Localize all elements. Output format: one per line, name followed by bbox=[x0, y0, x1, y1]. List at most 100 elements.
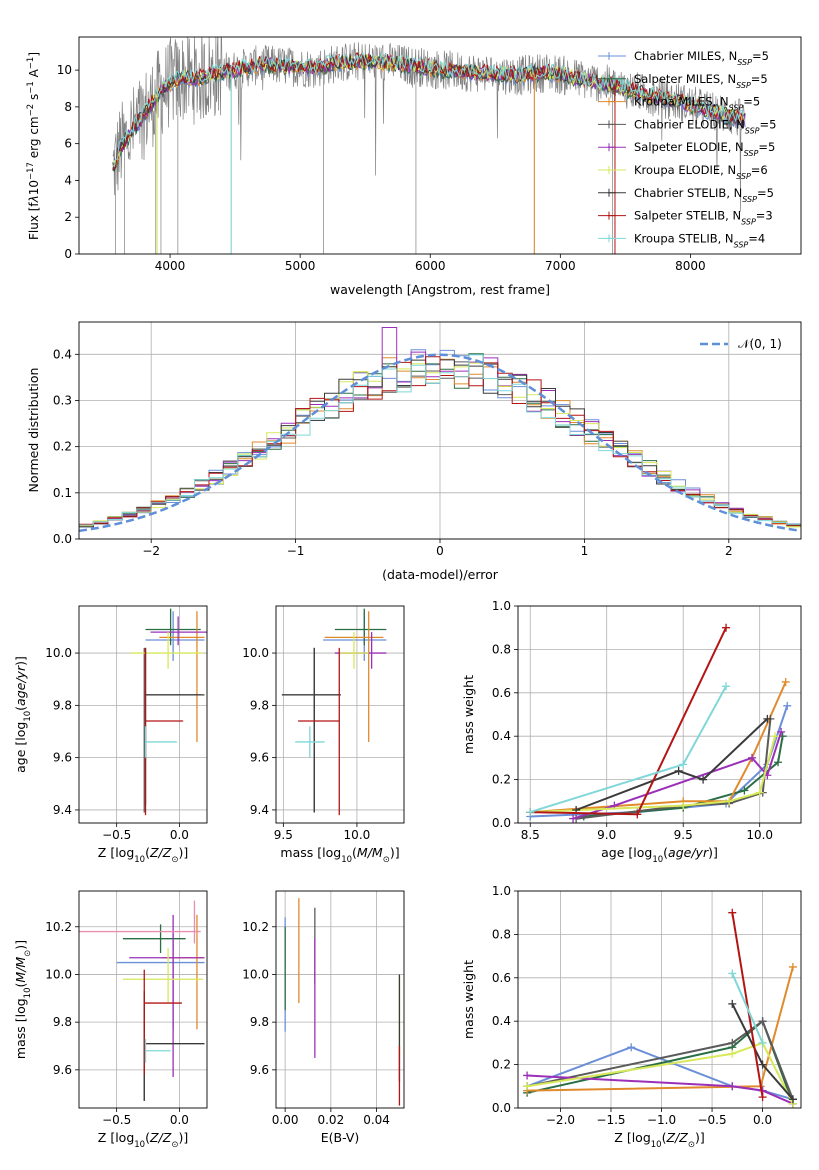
axes-frame bbox=[78, 36, 802, 255]
x-axis-label: Z [log10(Z/Z⊙)] bbox=[614, 1130, 704, 1150]
data-point-marker bbox=[781, 677, 790, 686]
data-point-marker bbox=[758, 1093, 767, 1102]
errorbar-point-7 bbox=[144, 647, 205, 805]
legend-entry: Salpeter ELODIE, NSSP=5 bbox=[634, 140, 775, 158]
y-tick-label: 9.6 bbox=[53, 751, 72, 765]
y-tick-label: 9.4 bbox=[250, 803, 269, 817]
y-tick-label: 0.6 bbox=[492, 971, 511, 985]
y-tick-label: 4 bbox=[64, 173, 72, 187]
errorbar-point-8 bbox=[144, 647, 184, 816]
y-tick-label: 9.6 bbox=[53, 1063, 72, 1077]
x-tick-label: 8.5 bbox=[521, 828, 540, 842]
data-point-marker bbox=[728, 1082, 737, 1091]
x-tick-label: −0.5 bbox=[697, 1113, 726, 1127]
data-point-marker bbox=[770, 732, 779, 741]
errorbar-point-7 bbox=[281, 647, 341, 813]
errorbar-point-2 bbox=[334, 608, 387, 646]
errorbar-point-5 bbox=[150, 616, 207, 646]
x-tick-label: −1.0 bbox=[647, 1113, 676, 1127]
legend-marker bbox=[608, 74, 616, 83]
y-tick-label: 0.4 bbox=[53, 347, 72, 361]
y-tick-label: 9.6 bbox=[250, 1063, 269, 1077]
errorbar-point-2 bbox=[122, 924, 186, 953]
y-axis-label: Flux [fλ10−17 erg cm−2 s−1 A−1] bbox=[26, 52, 41, 240]
errorbar-point-3 bbox=[159, 611, 205, 742]
massweight-series-3 bbox=[530, 681, 787, 814]
y-tick-label: 9.6 bbox=[250, 751, 269, 765]
errorbar-point-4 bbox=[143, 647, 201, 813]
legend-entry: Chabrier ELODIE, NSSP=5 bbox=[634, 117, 776, 135]
errorbar-point-6 bbox=[339, 632, 369, 669]
errorbar-point-9 bbox=[295, 726, 325, 758]
y-tick-label: 0.0 bbox=[492, 816, 511, 830]
y-tick-label: 0.2 bbox=[492, 1058, 511, 1072]
data-point-marker bbox=[674, 766, 683, 775]
y-tick-label: 1.0 bbox=[492, 599, 511, 613]
data-point-marker bbox=[748, 753, 757, 762]
x-tick-label: 9.5 bbox=[274, 828, 293, 842]
errorbar-point-6 bbox=[122, 948, 204, 1004]
y-tick-label: 0 bbox=[64, 247, 72, 261]
errorbar-panel-3: 9.5 10.0 9.4 9.6 9.8 10.0 mass [log10(M/M⊙)] bbox=[242, 605, 405, 865]
residual-histogram-9 bbox=[79, 354, 801, 529]
data-point-marker bbox=[774, 758, 783, 767]
x-tick-label: 0.0 bbox=[753, 1113, 772, 1127]
x-tick-label: −0.5 bbox=[102, 1113, 131, 1127]
massweight-series-6 bbox=[526, 1041, 794, 1105]
massweight-series-8 bbox=[731, 912, 764, 1098]
x-tick-label: 7000 bbox=[545, 259, 576, 273]
x-axis-label: (data-model)/error bbox=[382, 567, 499, 582]
legend-entry: Salpeter MILES, NSSP=5 bbox=[634, 72, 768, 90]
errorbar-point-9 bbox=[144, 726, 177, 758]
data-point-marker bbox=[788, 1095, 797, 1104]
x-axis-label: Z [log10(Z/Z⊙)] bbox=[98, 1130, 188, 1150]
data-point-marker bbox=[679, 760, 688, 769]
y-tick-label: 9.8 bbox=[250, 698, 269, 712]
y-tick-label: 10.0 bbox=[242, 646, 269, 660]
axes-frame bbox=[517, 605, 802, 824]
y-tick-label: 9.4 bbox=[53, 803, 72, 817]
data-point-marker bbox=[569, 814, 578, 823]
x-tick-label: 0 bbox=[436, 544, 444, 558]
data-point-marker bbox=[763, 714, 772, 723]
errorbar-point-6 bbox=[130, 632, 204, 669]
data-point-marker bbox=[783, 701, 792, 710]
data-point-marker bbox=[722, 623, 731, 632]
y-tick-label: 9.8 bbox=[250, 1015, 269, 1029]
data-point-marker bbox=[788, 962, 797, 971]
y-tick-label: 10.0 bbox=[45, 646, 72, 660]
model-spectrum-9 bbox=[112, 51, 746, 168]
y-tick-label: 0.4 bbox=[492, 1014, 511, 1028]
massweight-series-8 bbox=[530, 627, 727, 816]
y-tick-label: 0.8 bbox=[492, 642, 511, 656]
x-tick-label: 0.00 bbox=[272, 1113, 299, 1127]
axes-frame bbox=[275, 605, 405, 824]
axes-frame bbox=[275, 890, 405, 1109]
y-tick-label: 6 bbox=[64, 137, 72, 151]
massweight-series-9 bbox=[731, 973, 764, 1044]
y-tick-label: 0.0 bbox=[53, 532, 72, 546]
data-point-marker bbox=[758, 1017, 767, 1026]
legend-entry: Kroupa ELODIE, NSSP=6 bbox=[634, 163, 768, 181]
x-tick-label: 1 bbox=[581, 544, 589, 558]
y-axis-label: mass [log10(M/M⊙)] bbox=[13, 940, 33, 1059]
x-axis-label: mass [log10(M/M⊙)] bbox=[280, 845, 399, 865]
x-tick-label: 0.0 bbox=[170, 828, 189, 842]
errorbar-point-9 bbox=[144, 1038, 171, 1063]
y-tick-label: 9.8 bbox=[53, 1015, 72, 1029]
legend-entry: Kroupa MILES, NSSP=5 bbox=[634, 95, 760, 113]
data-point-marker bbox=[740, 786, 749, 795]
y-tick-label: 10.2 bbox=[45, 920, 72, 934]
massweight-panel-7: −2.0 −1.5 −1.0 −0.5 0.0 0.0 0.2 0.4 0.6 0.8 1.0 Z [… bbox=[461, 884, 802, 1150]
massweight-series-9 bbox=[529, 685, 727, 814]
y-tick-label: 9.8 bbox=[53, 698, 72, 712]
errorbar-panel-5: −0.5 0.0 9.6 9.8 10.0 10.2 Z [log10(Z/Z⊙)] mass… bbox=[13, 890, 208, 1150]
y-tick-label: 0.4 bbox=[492, 729, 511, 743]
errorbar-point-5 bbox=[129, 914, 205, 1077]
x-tick-label: 0.02 bbox=[317, 1113, 344, 1127]
data-point-marker bbox=[758, 1060, 767, 1069]
data-point-marker bbox=[523, 1082, 532, 1091]
legend-entry: 𝒩(0, 1) bbox=[738, 337, 782, 351]
massweight-series-4 bbox=[575, 718, 772, 820]
